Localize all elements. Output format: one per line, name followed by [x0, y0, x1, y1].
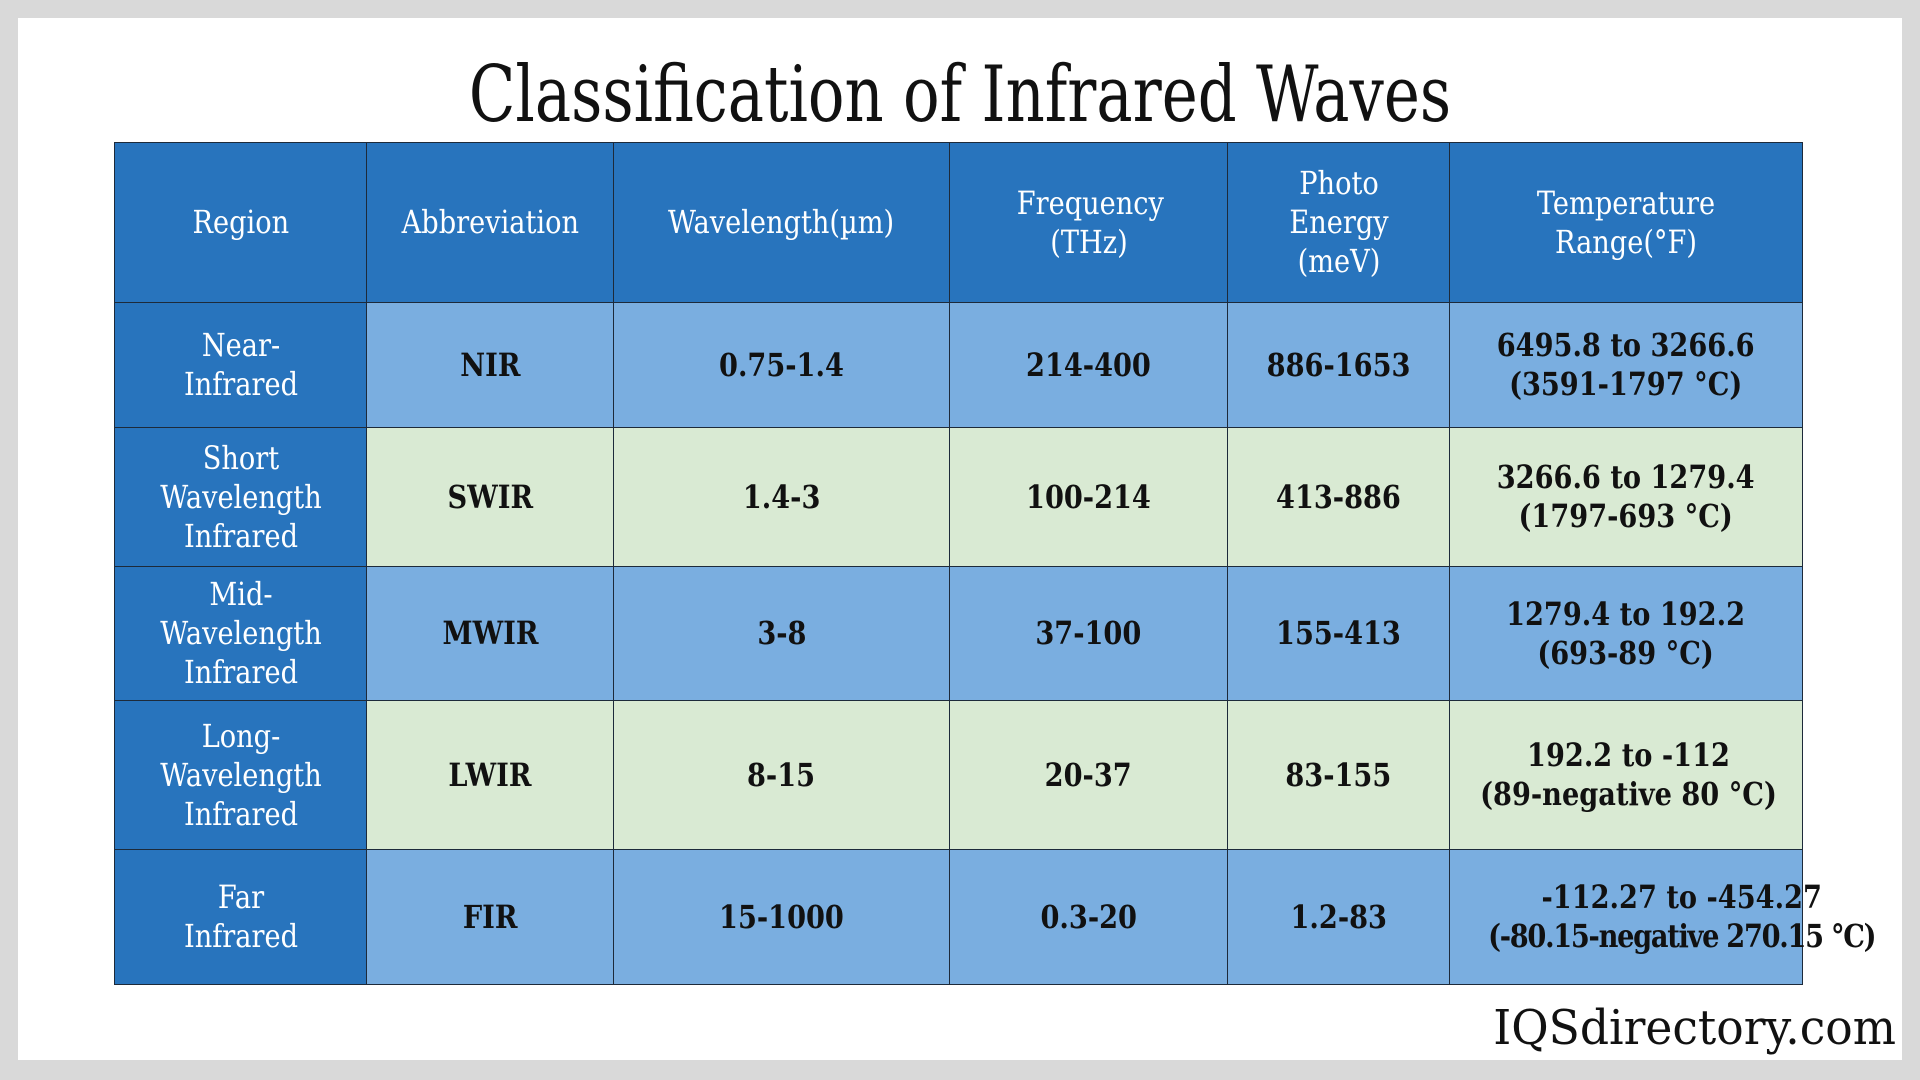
temperature-cell: 3266.6 to 1279.4 (1797-693 °C): [1449, 427, 1803, 567]
temperature-fahrenheit: 6495.8 to 3266.6: [1497, 326, 1755, 364]
header-row: Region Abbreviation Wavelength(µm) Frequ…: [114, 142, 1803, 303]
frequency-cell: 100-214: [949, 427, 1228, 567]
temperature-fahrenheit: 3266.6 to 1279.4: [1497, 458, 1755, 496]
table-row: Mid-Wavelength Infrared MWIR 3-8 37-100 155-…: [114, 566, 1803, 701]
temperature-fahrenheit: -112.27 to -454.27: [1541, 878, 1822, 916]
temperature-cell: -112.27 to -454.27 (-80.15-negative 270.1…: [1449, 849, 1877, 985]
photo-energy-cell: 155-413: [1227, 566, 1450, 701]
page-title: Classification of Infrared Waves: [468, 50, 1452, 140]
table-row: Short Wavelength Infrared SWIR 1.4-3 100-21…: [114, 427, 1803, 567]
wavelength-cell: 0.75-1.4: [613, 302, 950, 428]
region-cell: Mid-Wavelength Infrared: [114, 566, 367, 701]
wavelength-cell: 8-15: [613, 700, 950, 850]
header-abbreviation: Abbreviation: [366, 142, 614, 303]
frequency-cell: 20-37: [949, 700, 1228, 850]
table-row: Far Infrared FIR 15-1000 0.3-20 1.2-83 -112.2…: [114, 849, 1877, 985]
temperature-cell: 1279.4 to 192.2 (693-89 °C): [1449, 566, 1803, 701]
temperature-cell: 192.2 to -112 (89-negative 80 °C): [1449, 700, 1803, 850]
frequency-cell: 37-100: [949, 566, 1228, 701]
frequency-cell: 0.3-20: [949, 849, 1228, 985]
region-cell: Far Infrared: [114, 849, 367, 985]
temperature-celsius: (693-89 °C): [1537, 633, 1715, 672]
table-row: Long-Wavelength Infrared LWIR 8-15 20-37 83-…: [114, 700, 1803, 850]
temperature-fahrenheit: 192.2 to -112: [1527, 736, 1730, 774]
wavelength-cell: 1.4-3: [613, 427, 950, 567]
table-row: Near-Infrared NIR 0.75-1.4 214-400 886-1653 6…: [114, 302, 1803, 428]
photo-energy-cell: 1.2-83: [1227, 849, 1450, 985]
abbreviation-cell: LWIR: [366, 700, 614, 850]
temperature-fahrenheit: 1279.4 to 192.2: [1506, 594, 1746, 633]
abbreviation-cell: FIR: [366, 849, 614, 985]
photo-energy-cell: 83-155: [1227, 700, 1450, 850]
temperature-celsius: (3591-1797 °C): [1509, 365, 1743, 403]
region-cell: Near-Infrared: [114, 302, 367, 428]
photo-energy-cell: 886-1653: [1227, 302, 1450, 428]
header-region: Region: [114, 142, 367, 303]
header-photo-energy: Photo Energy (meV): [1227, 142, 1450, 303]
temperature-cell: 6495.8 to 3266.6 (3591-1797 °C): [1449, 302, 1803, 428]
photo-energy-cell: 413-886: [1227, 427, 1450, 567]
abbreviation-cell: SWIR: [366, 427, 614, 567]
wavelength-cell: 15-1000: [613, 849, 950, 985]
temperature-celsius: (-80.15-negative 270.15 °C): [1488, 917, 1876, 955]
header-wavelength: Wavelength(µm): [613, 142, 950, 303]
region-cell: Short Wavelength Infrared: [114, 427, 367, 567]
header-frequency: Frequency (THz): [949, 142, 1228, 303]
iqsdirectory-logo: IQSdirectory.com: [1493, 1000, 1896, 1056]
frequency-cell: 214-400: [949, 302, 1228, 428]
temperature-celsius: (89-negative 80 °C): [1480, 775, 1777, 813]
region-cell: Long-Wavelength Infrared: [114, 700, 367, 850]
infrared-classification-table: Region Abbreviation Wavelength(µm) Frequ…: [114, 142, 1877, 985]
abbreviation-cell: NIR: [366, 302, 614, 428]
abbreviation-cell: MWIR: [366, 566, 614, 701]
header-temperature: Temperature Range(°F): [1449, 142, 1803, 303]
temperature-celsius: (1797-693 °C): [1518, 497, 1734, 535]
wavelength-cell: 3-8: [613, 566, 950, 701]
